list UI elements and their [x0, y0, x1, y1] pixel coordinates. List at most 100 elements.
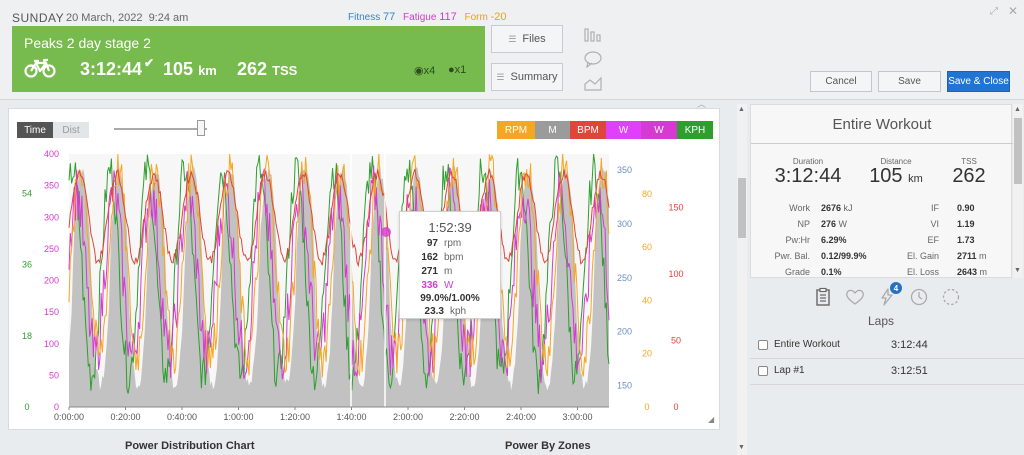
- legend-button-5[interactable]: KPH: [677, 121, 713, 139]
- metric-label: NP: [797, 219, 810, 229]
- workout-duration: 3:12:44: [80, 59, 143, 79]
- lap-time: 3:12:51: [891, 365, 928, 377]
- power-axis-tick: 100: [44, 339, 59, 349]
- workout-header: SUNDAY 20 March, 2022 9:24 am Fitness 77…: [0, 0, 1024, 100]
- workout-distance: 105 km: [163, 59, 217, 80]
- time-text: 9:24 am: [148, 12, 189, 24]
- legend-button-1[interactable]: M: [535, 121, 570, 139]
- scroll-up-icon[interactable]: ▲: [738, 106, 745, 113]
- workout-title[interactable]: Peaks 2 day stage 2: [24, 35, 151, 51]
- legend-button-3[interactable]: W: [606, 121, 641, 139]
- metric-value2-unit: m: [979, 267, 988, 277]
- summary-divider: [751, 143, 1013, 144]
- collapse-icon[interactable]: ︿: [697, 99, 707, 109]
- metric-value2-number: 1.73: [957, 235, 975, 245]
- medals-count: x4: [423, 65, 436, 77]
- summary-title: Entire Workout: [832, 116, 932, 133]
- cadence-axis-tick: 40: [642, 295, 652, 305]
- zoom-slider-track[interactable]: [114, 128, 207, 130]
- legend-button-0[interactable]: RPM: [497, 121, 535, 139]
- line-chart-icon[interactable]: [583, 74, 603, 92]
- cadence-axis-tick: 0: [644, 402, 649, 412]
- elevation-axis-tick: 350: [617, 165, 632, 175]
- metric-value-unit: W: [838, 219, 848, 229]
- elevation-axis-tick: 200: [617, 327, 632, 337]
- metric-label: Pwr. Bal.: [774, 251, 810, 261]
- tooltip-elevation-unit: m: [444, 266, 453, 277]
- power-distribution-title: Power Distribution Chart: [125, 440, 255, 452]
- legend-button-2[interactable]: BPM: [570, 121, 606, 139]
- tooltip-elevation-row: 271 m: [400, 266, 500, 278]
- resize-handle-icon[interactable]: ◢: [708, 415, 715, 424]
- toggle-dist[interactable]: Dist: [53, 122, 89, 138]
- expand-icon[interactable]: ⤢: [990, 6, 998, 17]
- x-axis-tick: 2:00:00: [393, 412, 423, 422]
- tss-stat-value: 262: [952, 165, 986, 187]
- lap-checkbox[interactable]: [758, 366, 768, 376]
- metric-value: 0.1%: [821, 267, 842, 277]
- clipboard-icon[interactable]: [813, 287, 833, 307]
- tooltip-power-unit: W: [444, 280, 454, 291]
- day-label: SUNDAY: [12, 11, 65, 25]
- files-button[interactable]: ☰ Files: [491, 25, 563, 53]
- save-close-button[interactable]: Save & Close: [947, 71, 1010, 92]
- hr-axis-tick: 150: [668, 202, 683, 212]
- distance-unit: km: [198, 63, 217, 78]
- cadence-axis-tick: 80: [642, 189, 652, 199]
- hr-axis-tick: 50: [671, 335, 681, 345]
- metric-label-secondary: EF: [927, 235, 939, 245]
- workout-chart-panel: Time Dist RPM M BPM W W KPH 0 50 100 150 200 250 30…: [8, 108, 720, 430]
- fitness-value: 77: [383, 11, 396, 23]
- summary-scrollbar-thumb[interactable]: [1014, 118, 1022, 184]
- tooltip-cadence-unit: rpm: [444, 238, 462, 249]
- toggle-time[interactable]: Time: [17, 122, 53, 138]
- legend-button-4[interactable]: W: [641, 121, 677, 139]
- lightning-icon[interactable]: [877, 287, 897, 307]
- summary-scroll-down-icon[interactable]: ▼: [1014, 267, 1021, 274]
- distance-stat-unit: km: [908, 173, 923, 185]
- x-axis-tick: 1:00:00: [223, 412, 253, 422]
- metric-value: 2676 kJ: [821, 203, 853, 213]
- summary-label: Summary: [510, 71, 558, 83]
- lap-row[interactable]: Entire Workout 3:12:44: [750, 331, 1024, 359]
- dashed-circle-icon[interactable]: [941, 287, 961, 307]
- power-axis-tick: 400: [44, 149, 59, 159]
- cancel-button[interactable]: Cancel: [810, 71, 872, 92]
- metric-value: 6.29%: [821, 235, 847, 245]
- distance-value: 105: [163, 59, 194, 79]
- x-axis-tick: 2:20:00: [449, 412, 479, 422]
- power-axis-tick: 250: [44, 244, 59, 254]
- zoom-slider-handle[interactable]: [197, 120, 205, 136]
- summary-scroll-up-icon[interactable]: ▲: [1014, 106, 1021, 113]
- files-label: Files: [522, 33, 546, 45]
- chat-bubble-icon[interactable]: [583, 50, 603, 68]
- x-axis-tick: 3:00:00: [562, 412, 592, 422]
- distance-stat: 105 km: [851, 165, 941, 188]
- metric-value-number: 276: [821, 219, 837, 229]
- completed-check-icon: ✔: [144, 56, 155, 70]
- metric-value-secondary: 1.73: [957, 235, 975, 245]
- save-button[interactable]: Save: [878, 71, 941, 92]
- main-scrollbar[interactable]: ▲ ▼: [737, 104, 747, 455]
- main-scrollbar-thumb[interactable]: [738, 178, 746, 238]
- bar-chart-icon[interactable]: [583, 25, 603, 43]
- lap-row[interactable]: Lap #1 3:12:51: [750, 357, 1024, 385]
- medal-icon[interactable]: ◉x4: [414, 65, 436, 77]
- fatigue-value: 117: [439, 11, 457, 23]
- heart-icon[interactable]: [845, 287, 865, 307]
- close-icon[interactable]: ✕: [1008, 4, 1019, 18]
- clock-icon[interactable]: [909, 287, 929, 307]
- scroll-down-icon[interactable]: ▼: [738, 444, 745, 451]
- summary-button[interactable]: ☰ Summary: [491, 63, 563, 91]
- metric-value-unit: kJ: [843, 203, 853, 213]
- date-time-label: 20 March, 2022 9:24 am: [66, 12, 188, 24]
- fatigue-label: Fatigue: [403, 12, 437, 23]
- summary-scrollbar[interactable]: ▲ ▼: [1013, 104, 1023, 278]
- comment-icon[interactable]: ●x1: [448, 64, 467, 76]
- metric-value-number: 0.12/99.9%: [821, 251, 867, 261]
- tss-value: 262: [237, 59, 268, 79]
- lap-checkbox[interactable]: [758, 340, 768, 350]
- workout-graph[interactable]: 0501001502002503003504000183654150200250…: [9, 109, 721, 431]
- tooltip-balance: 99.0%/1.00%: [420, 293, 480, 304]
- distance-label: Distance: [880, 157, 912, 166]
